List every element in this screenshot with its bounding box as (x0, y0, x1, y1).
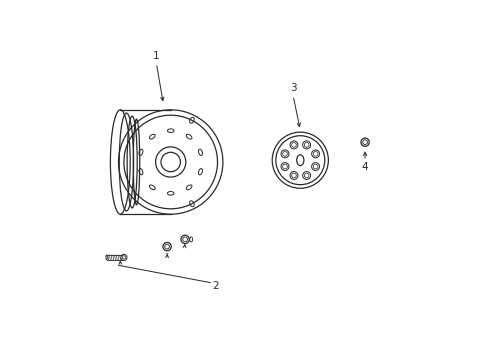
Text: 4: 4 (361, 162, 367, 172)
Text: 3: 3 (289, 83, 296, 93)
Text: 1: 1 (153, 51, 159, 61)
Text: 2: 2 (212, 281, 219, 291)
